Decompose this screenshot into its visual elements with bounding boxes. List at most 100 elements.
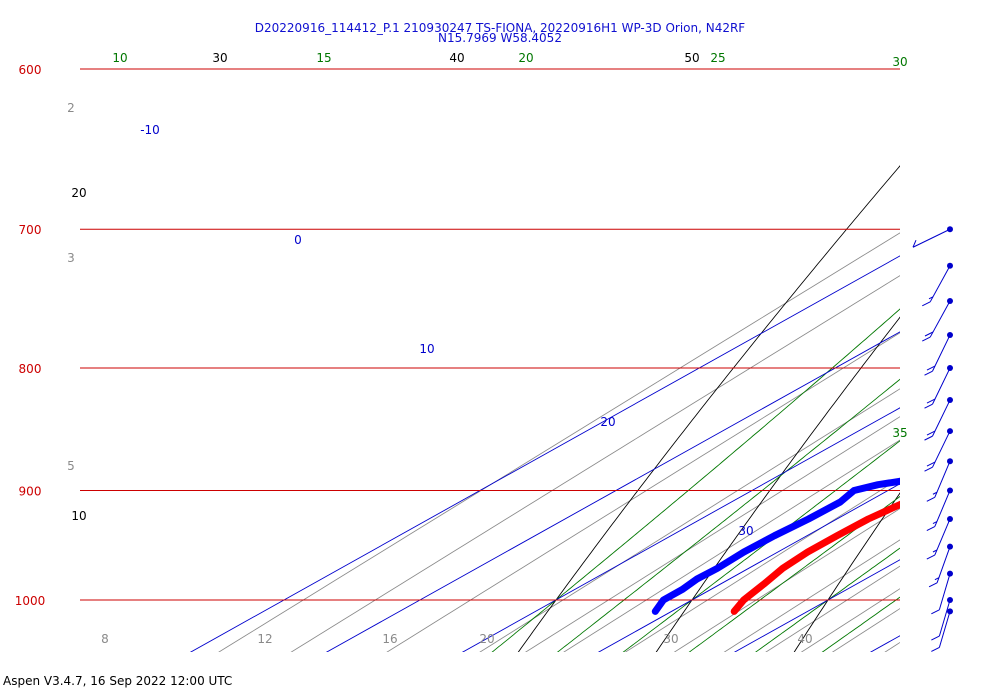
dewpoint-profile [651, 477, 900, 615]
dry-adiabat-30 [793, 492, 900, 652]
moist-adiabat-label-15: 15 [316, 51, 331, 65]
moist-adiabat-label-30: 30 [892, 55, 907, 69]
barb-staff [929, 300, 951, 338]
mixing-ratio-label-2: 2 [67, 101, 75, 115]
isotherm-lines [189, 255, 900, 652]
wind-barb [922, 297, 953, 342]
isotherm-label--10: -10 [140, 123, 160, 137]
barb-station-dot [947, 515, 953, 522]
plot-area [80, 48, 1000, 672]
mixing-ratio-label-16: 16 [382, 632, 397, 646]
axis-labels: 600 700 800 900 1000 -10 0 10 20 30 10 20 30 40 50 10 15… [15, 51, 908, 646]
moist-adiabat-label-20: 20 [518, 51, 533, 65]
mixing-ratio-3 [290, 275, 900, 652]
mixing-ratio-10 [525, 416, 900, 652]
barb-staff [934, 518, 951, 556]
barb-station-dot [947, 297, 953, 304]
barb-half-feather [928, 296, 934, 300]
isotherm-10 [461, 407, 900, 652]
wind-barb [931, 570, 953, 615]
moist-adiabat-lines [491, 308, 900, 652]
barb-station-dot [947, 597, 953, 603]
barb-feather [926, 365, 936, 371]
wind-barb [924, 397, 953, 441]
wind-barb [931, 597, 953, 641]
barb-feather [924, 435, 933, 441]
barb-feather [924, 331, 934, 337]
barb-staff [934, 461, 951, 498]
isotherm-label-10: 10 [419, 342, 434, 356]
wind-barb [924, 332, 953, 376]
moist-adiabat-10 [491, 308, 900, 652]
mixing-ratio-20 [673, 508, 900, 652]
isobar-label-600: 600 [19, 63, 42, 77]
dry-adiabat-label-30: 30 [212, 51, 227, 65]
barb-feather [931, 647, 940, 652]
mixing-ratio-40 [831, 608, 900, 652]
isotherm--10 [189, 255, 900, 652]
wind-barb [924, 365, 953, 409]
barb-staff [912, 228, 951, 248]
mixing-ratio-8 [479, 388, 900, 652]
barb-feather [926, 398, 936, 404]
mixing-ratio-50 [884, 641, 900, 652]
wind-barb [926, 458, 953, 502]
barb-feather [928, 582, 938, 588]
barb-feather [926, 461, 936, 467]
barb-feather [926, 496, 936, 502]
barb-staff [929, 265, 951, 303]
isotherm-40 [869, 635, 900, 652]
dry-adiabat-lines [517, 48, 1000, 672]
isotherm-label-30: 30 [738, 524, 753, 538]
barb-station-dot [947, 262, 953, 269]
barb-station-dot [947, 226, 953, 233]
barb-station-dot [947, 365, 953, 372]
moist-adiabat-label-25: 25 [710, 51, 725, 65]
mixing-ratio-5 [386, 332, 900, 652]
mixing-ratio-label-30: 30 [663, 632, 678, 646]
barb-staff [934, 490, 951, 527]
barb-staff [932, 399, 951, 437]
isotherm-label-20: 20 [600, 415, 615, 429]
barb-half-feather [932, 549, 938, 553]
mixing-ratio-25 [723, 539, 900, 652]
wind-barb [931, 608, 953, 652]
barb-staff [932, 430, 951, 468]
barb-half-feather [934, 577, 940, 581]
barb-feather [926, 430, 936, 436]
isotherm-label-0: 0 [294, 233, 302, 247]
chart-title-line2: N15.7969 W58.4052 [438, 31, 562, 45]
barb-staff [932, 367, 951, 405]
isobar-label-800: 800 [19, 362, 42, 376]
dry-adiabat-label-50: 50 [684, 51, 699, 65]
dry-adiabat-label-10: 10 [71, 509, 86, 523]
wind-barb [926, 515, 953, 560]
moist-adiabat-35 [821, 596, 900, 652]
isobar-label-900: 900 [19, 484, 42, 498]
moist-adiabat-label-10: 10 [112, 51, 127, 65]
mixing-ratio-35 [800, 588, 900, 652]
barb-half-feather [932, 491, 938, 495]
mixing-ratio-label-20: 20 [479, 632, 494, 646]
isobar-label-700: 700 [19, 223, 42, 237]
moist-adiabat-25 [688, 495, 900, 652]
mixing-ratio-16 [624, 477, 900, 652]
barb-staff [938, 599, 951, 637]
moist-adiabat-15 [556, 378, 900, 652]
mixing-ratio-label-12: 12 [257, 632, 272, 646]
mixing-ratio-lines [218, 232, 900, 652]
mixing-ratio-2 [218, 232, 900, 652]
mixing-ratio-label-3: 3 [67, 251, 75, 265]
dry-adiabat-40 [920, 48, 1000, 672]
barb-feather [924, 403, 933, 409]
footer-version-date: Aspen V3.4.7, 16 Sep 2022 12:00 UTC [3, 674, 233, 688]
barb-station-dot [947, 397, 953, 404]
barb-staff [938, 573, 951, 610]
isotherm-0 [325, 331, 900, 652]
barb-station-dot [947, 332, 953, 339]
barb-feather [926, 526, 936, 532]
isotherm-20 [597, 483, 900, 652]
mixing-ratio-label-40: 40 [797, 632, 812, 646]
barb-feather [922, 336, 931, 342]
